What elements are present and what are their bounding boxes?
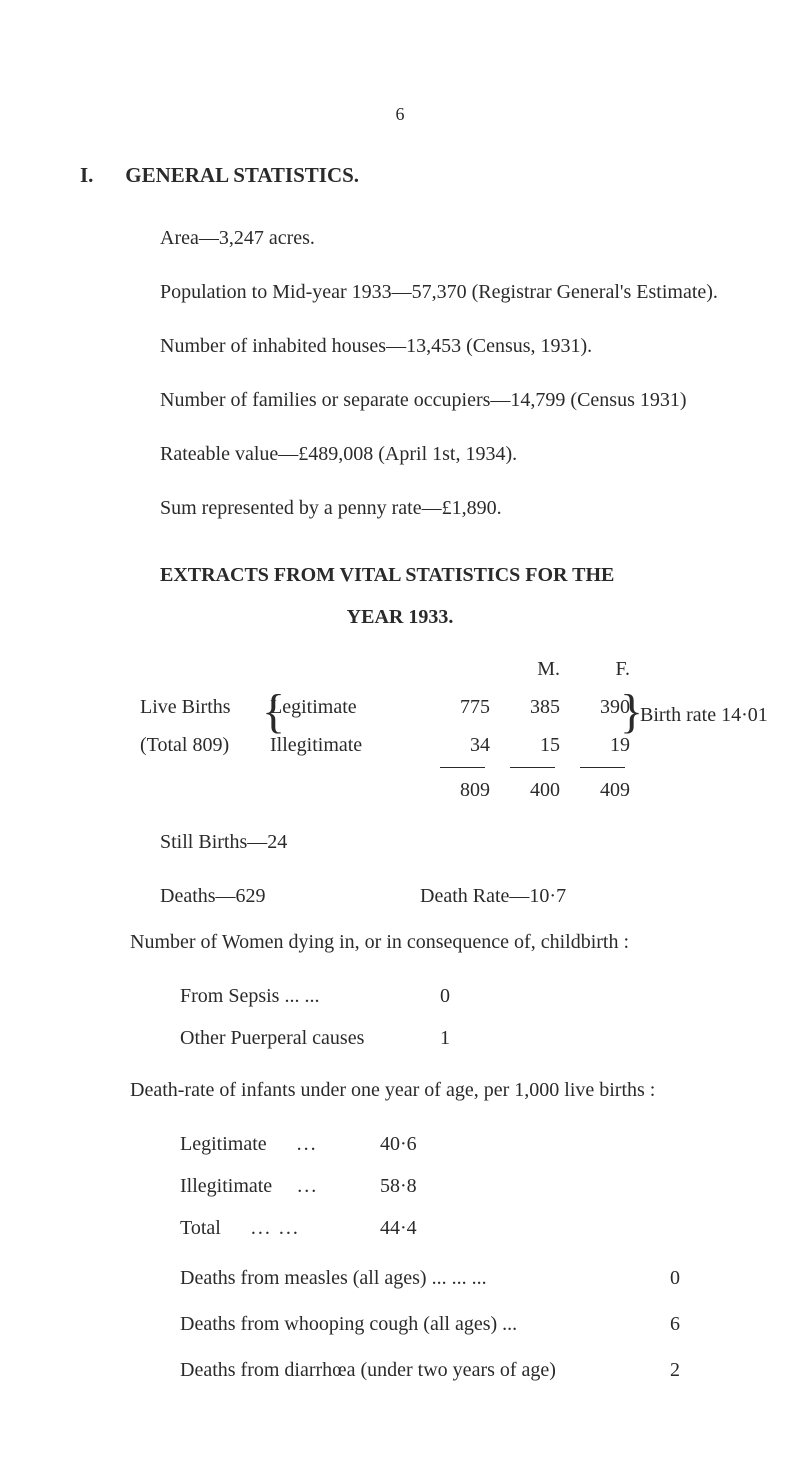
area-line: Area—3,247 acres.	[160, 222, 720, 254]
total-809-label: (Total 809)	[140, 729, 270, 761]
diarrhoea-label: Deaths from diarrhœa (under two years of…	[180, 1354, 670, 1386]
total-value: 44·4	[380, 1212, 417, 1244]
sum-f: 409	[560, 774, 630, 806]
sum-total: 809	[420, 774, 490, 806]
legit-label: Legitimate	[180, 1133, 267, 1155]
sepsis-label: From Sepsis ... ...	[180, 980, 440, 1012]
measles-row: Deaths from measles (all ages) ... ... .…	[180, 1262, 720, 1294]
underline	[440, 767, 485, 768]
births-table: M. F. { } Birth rate 14·01 Live Births L…	[140, 653, 720, 806]
measles-value: 0	[670, 1262, 680, 1294]
live-births-label: Live Births	[140, 691, 270, 723]
illegit-value: 58·8	[380, 1170, 417, 1202]
population-text: Population to Mid-year 1933—57,370 (Regi…	[160, 281, 718, 303]
left-brace-icon: {	[262, 689, 285, 735]
whooping-label: Deaths from whooping cough (all ages) ..…	[180, 1308, 670, 1340]
header-m: M.	[490, 653, 560, 685]
illegit-label: Illegitimate	[180, 1175, 272, 1197]
dots: ...	[297, 1133, 318, 1155]
still-births-line: Still Births—24	[160, 826, 720, 858]
sum-m: 400	[490, 774, 560, 806]
rateable-line: Rateable value—£489,008 (April 1st, 1934…	[160, 438, 720, 470]
section-roman: I.	[80, 159, 120, 193]
whooping-value: 6	[670, 1308, 680, 1340]
whooping-row: Deaths from whooping cough (all ages) ..…	[180, 1308, 720, 1340]
legit-value: 40·6	[380, 1128, 417, 1160]
underline	[510, 767, 555, 768]
legitimate-total: 775	[420, 691, 490, 723]
death-rate: Death Rate—10·7	[420, 880, 566, 912]
page-number: 6	[80, 100, 720, 129]
sepsis-row: From Sepsis ... ... 0	[180, 980, 720, 1012]
puerperal-value: 1	[440, 1022, 450, 1054]
illegitimate-m: 15	[490, 729, 560, 761]
total-rate-row: Total ... ... 44·4	[180, 1212, 720, 1244]
births-sum-row: 809 400 409	[140, 774, 720, 806]
legitimate-label: Legitimate	[270, 691, 420, 723]
women-dying-heading: Number of Women dying in, or in conseque…	[130, 926, 720, 958]
illegitimate-total: 34	[420, 729, 490, 761]
puerperal-row: Other Puerperal causes 1	[180, 1022, 720, 1054]
brace-wrap: { } Birth rate 14·01 Live Births Legitim…	[140, 691, 720, 761]
population-line: Population to Mid-year 1933—57,370 (Regi…	[160, 276, 720, 308]
sepsis-value: 0	[440, 980, 450, 1012]
legitimate-rate-row: Legitimate ... 40·6	[180, 1128, 720, 1160]
measles-label: Deaths from measles (all ages) ... ... .…	[180, 1262, 670, 1294]
infant-death-rate-heading: Death-rate of infants under one year of …	[130, 1074, 720, 1106]
houses-line: Number of inhabited houses—13,453 (Censu…	[160, 330, 720, 362]
births-header-row: M. F.	[140, 653, 720, 685]
section-title: I. GENERAL STATISTICS.	[80, 159, 720, 193]
deaths-count: Deaths—629	[160, 880, 420, 912]
illegitimate-rate-row: Illegitimate ... 58·8	[180, 1170, 720, 1202]
section-title-text: GENERAL STATISTICS.	[125, 163, 359, 187]
underline	[580, 767, 625, 768]
dots: ... ...	[251, 1217, 300, 1239]
total-label: Total	[180, 1217, 221, 1239]
dots: ...	[297, 1175, 318, 1197]
birth-rate-text: Birth rate 14·01	[640, 699, 768, 731]
diarrhoea-row: Deaths from diarrhœa (under two years of…	[180, 1354, 720, 1386]
diarrhoea-value: 2	[670, 1354, 680, 1386]
families-line: Number of families or separate occupiers…	[160, 384, 720, 416]
illegitimate-label: Illegitimate	[270, 729, 420, 761]
births-underline-row	[140, 767, 720, 768]
puerperal-label: Other Puerperal causes	[180, 1022, 440, 1054]
deaths-line: Deaths—629 Death Rate—10·7	[160, 880, 720, 912]
legitimate-m: 385	[490, 691, 560, 723]
header-f: F.	[560, 653, 630, 685]
penny-rate-line: Sum represented by a penny rate—£1,890.	[160, 492, 720, 524]
extracts-heading-2: YEAR 1933.	[80, 601, 720, 633]
extracts-heading-1: EXTRACTS FROM VITAL STATISTICS FOR THE	[160, 559, 720, 591]
